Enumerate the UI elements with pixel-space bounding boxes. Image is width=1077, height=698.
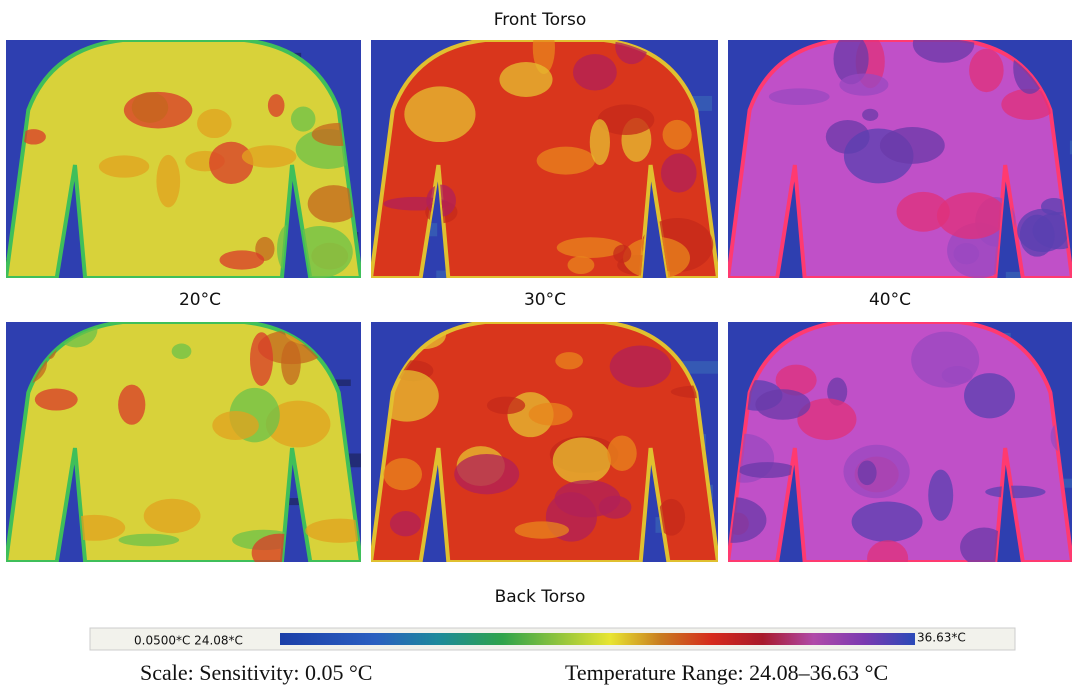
image-content [6, 29, 385, 278]
blotch [291, 107, 316, 132]
blotch [35, 389, 78, 411]
blotch [242, 145, 297, 167]
blotch [852, 502, 923, 543]
image-content [0, 310, 389, 572]
blotch [661, 153, 697, 192]
back-label: Back Torso [495, 587, 586, 607]
caption-sensitivity: Scale: Sensitivity: 0.05 °C [140, 660, 372, 685]
temp-label: 30°C [524, 290, 566, 310]
blotch [404, 86, 475, 142]
blotch [219, 250, 264, 269]
colorbar [280, 633, 915, 645]
blotch [454, 454, 519, 494]
blotch [144, 499, 201, 533]
blotch [209, 142, 253, 184]
temp-label: 20°C [179, 290, 221, 310]
blotch [858, 460, 877, 485]
blotch [610, 345, 671, 387]
blotch [862, 109, 878, 121]
temp-label: 40°C [869, 290, 911, 310]
blotch [954, 243, 980, 264]
blotch [911, 332, 979, 388]
blotch [839, 74, 888, 96]
blotch [172, 344, 192, 359]
thermal-image [699, 322, 1077, 577]
colorbar-right: 36.63*C [917, 631, 966, 645]
blotch [964, 373, 1015, 418]
blotch [383, 458, 422, 490]
caption-range: Temperature Range: 24.08–36.63 °C [565, 660, 888, 685]
front-label: Front Torso [494, 10, 587, 30]
blotch [555, 352, 583, 369]
blotch [985, 486, 1045, 498]
blotch [555, 480, 621, 518]
blotch [197, 109, 232, 138]
blotch [928, 470, 953, 521]
blotch [613, 245, 631, 263]
blotch [119, 534, 180, 547]
image-content [371, 22, 733, 284]
blotch [529, 403, 573, 426]
figure: Front Torso 20°C 30°C 40°C Back Torso 0.… [0, 0, 1077, 698]
blotch [118, 385, 145, 425]
blotch [573, 54, 617, 91]
bg-noise [1070, 141, 1077, 155]
blotch [937, 192, 1006, 239]
blotch [755, 389, 810, 420]
blotch [553, 437, 611, 484]
blotch [212, 411, 259, 440]
blotch [515, 521, 569, 538]
blotch [156, 155, 180, 208]
blotch [132, 92, 168, 123]
blotch [99, 155, 149, 177]
blotch [867, 540, 908, 576]
thermal-image [709, 25, 1077, 287]
blotch [913, 25, 974, 63]
blotch [568, 256, 595, 274]
image-content [371, 320, 742, 562]
blotch [769, 88, 830, 105]
thermal-image [0, 310, 389, 572]
blotch [250, 332, 273, 386]
blotch [268, 94, 285, 117]
thermal-image [371, 22, 733, 284]
thermal-figure: Front Torso 20°C 30°C 40°C Back Torso 0.… [0, 0, 1077, 698]
blotch [738, 462, 796, 478]
blotch [969, 49, 1004, 92]
blotch [880, 127, 945, 164]
blotch [305, 519, 375, 543]
thermal-image [6, 29, 385, 278]
blotch [663, 120, 692, 150]
blotch [487, 397, 525, 415]
blotch [499, 62, 552, 97]
blotch [537, 147, 595, 175]
blotch [1020, 215, 1055, 257]
image-content [699, 322, 1077, 577]
thermal-image [371, 320, 742, 562]
blotch [843, 445, 909, 499]
image-content [709, 25, 1077, 287]
colorbar-left: 0.0500*C 24.08*C [134, 634, 243, 648]
blotch [590, 119, 610, 165]
blotch [607, 435, 636, 471]
blotch [390, 511, 421, 536]
blotch [281, 341, 301, 385]
